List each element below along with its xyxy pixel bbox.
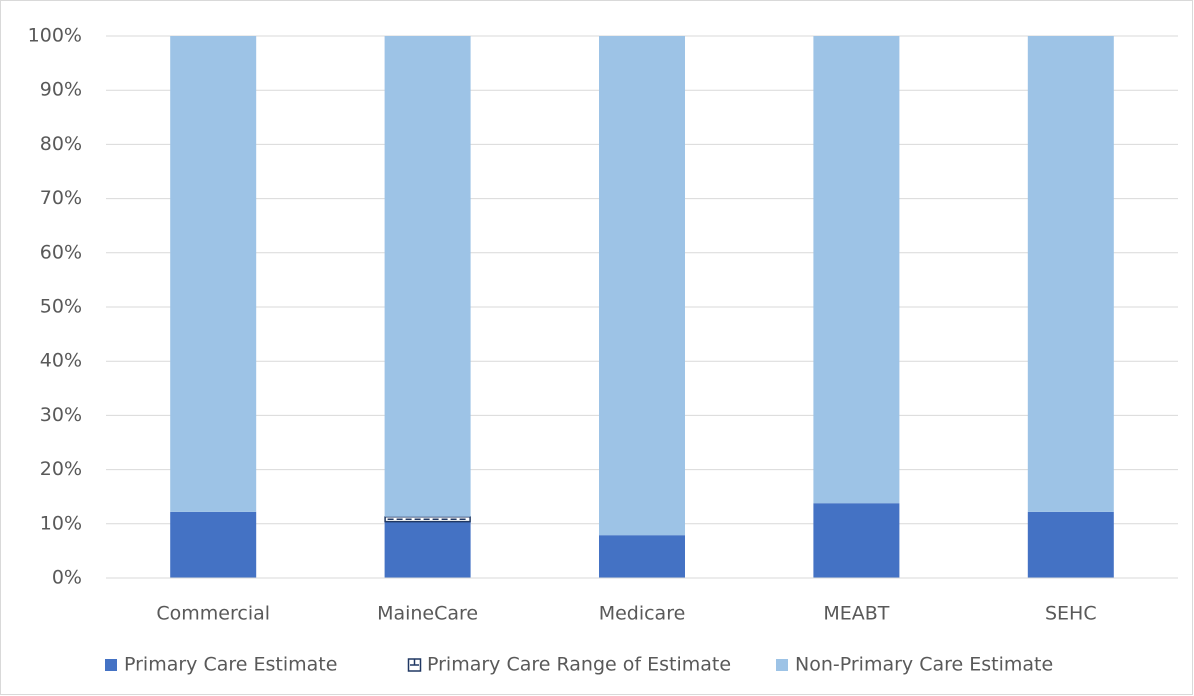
legend-label: Primary Care Range of Estimate bbox=[427, 654, 731, 676]
y-tick-label: 100% bbox=[28, 25, 82, 47]
x-tick-label: SEHC bbox=[1045, 603, 1097, 625]
x-tick-label: Medicare bbox=[599, 603, 686, 625]
legend-swatch bbox=[105, 659, 117, 671]
bar bbox=[170, 36, 257, 512]
legend-label: Non-Primary Care Estimate bbox=[795, 654, 1053, 676]
y-tick-label: 30% bbox=[40, 404, 82, 426]
y-tick-label: 50% bbox=[40, 296, 82, 318]
y-tick-label: 20% bbox=[40, 458, 82, 480]
bar bbox=[813, 36, 900, 504]
bar bbox=[384, 521, 471, 578]
legend-swatch bbox=[776, 659, 788, 671]
y-tick-label: 40% bbox=[40, 350, 82, 372]
legend-label: Primary Care Estimate bbox=[124, 654, 337, 676]
y-tick-label: 70% bbox=[40, 187, 82, 209]
x-tick-label: Commercial bbox=[156, 603, 270, 625]
bar bbox=[1027, 511, 1114, 578]
y-tick-label: 90% bbox=[40, 79, 82, 101]
bar bbox=[170, 511, 257, 578]
y-tick-label: 80% bbox=[40, 133, 82, 155]
bar bbox=[1027, 36, 1114, 512]
y-tick-label: 10% bbox=[40, 512, 82, 534]
x-tick-label: MaineCare bbox=[377, 603, 478, 625]
x-tick-label: MEABT bbox=[823, 603, 889, 625]
y-tick-label: 0% bbox=[52, 567, 82, 589]
bar bbox=[384, 36, 471, 517]
bar bbox=[599, 36, 685, 536]
y-tick-label: 60% bbox=[40, 241, 82, 263]
bar bbox=[599, 535, 685, 578]
bar bbox=[813, 503, 900, 578]
